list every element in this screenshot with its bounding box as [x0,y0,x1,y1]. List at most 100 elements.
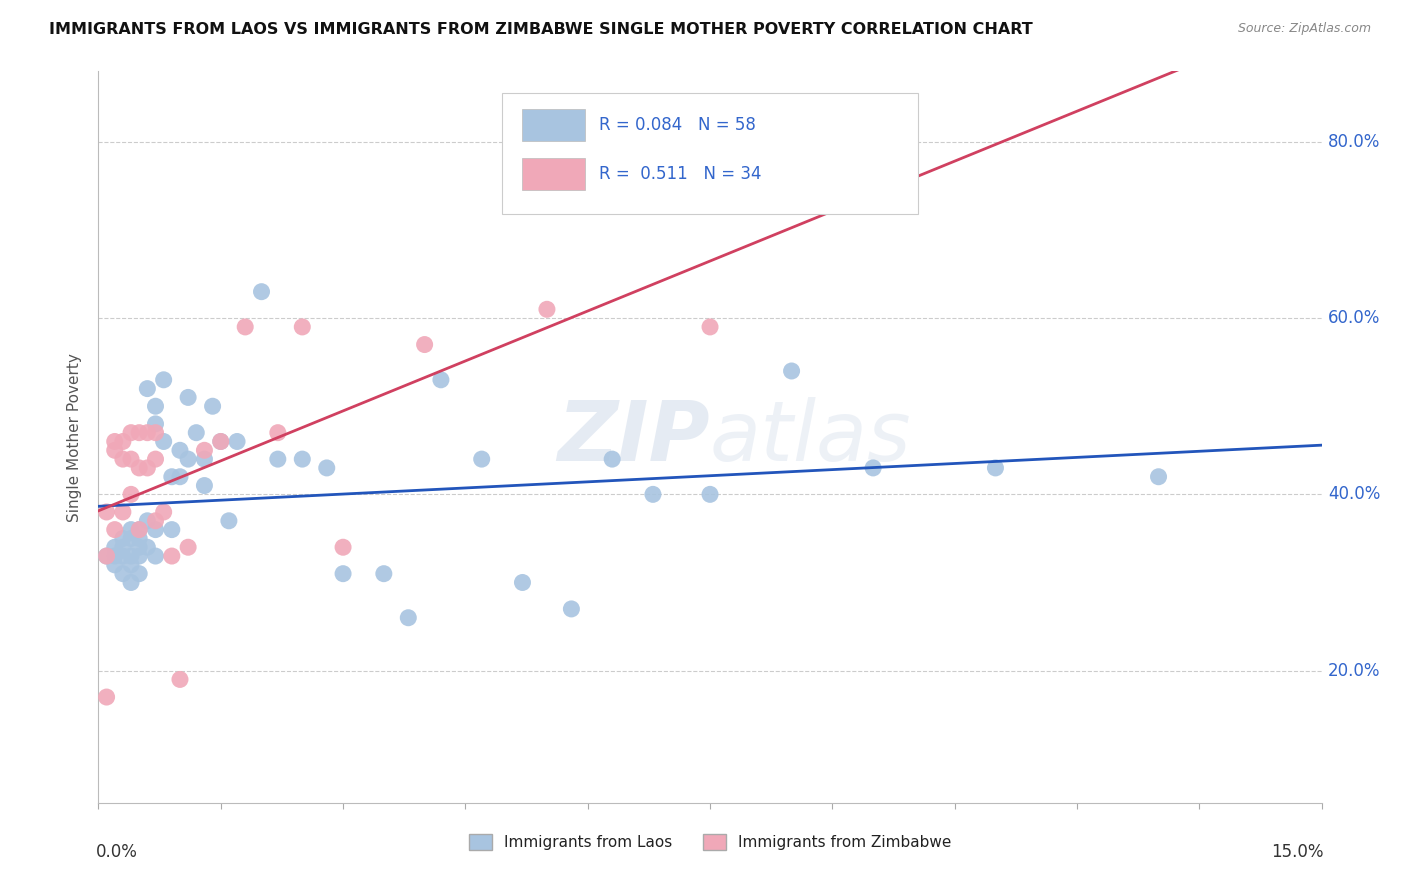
Point [169,673,191,687]
Text: 80.0%: 80.0% [1327,133,1381,151]
Point [145,452,167,467]
Point [226,434,249,449]
Point [201,399,224,413]
Point [169,469,191,483]
Point [160,469,183,483]
Point [111,434,134,449]
Point [145,417,167,431]
Point [120,452,142,467]
Point [291,320,314,334]
Point [641,487,664,501]
Point [128,540,150,554]
Point [209,434,232,449]
Text: R = 0.084   N = 58: R = 0.084 N = 58 [599,116,755,134]
Point [96,549,118,563]
Point [111,505,134,519]
Point [96,505,118,519]
Point [111,540,134,554]
Point [128,523,150,537]
Point [471,452,494,467]
Text: Source: ZipAtlas.com: Source: ZipAtlas.com [1237,22,1371,36]
Point [177,391,200,405]
Point [120,532,142,546]
Text: IMMIGRANTS FROM LAOS VS IMMIGRANTS FROM ZIMBABWE SINGLE MOTHER POVERTY CORRELATI: IMMIGRANTS FROM LAOS VS IMMIGRANTS FROM … [49,22,1033,37]
FancyBboxPatch shape [502,94,918,214]
Point [145,523,167,537]
FancyBboxPatch shape [522,158,585,190]
Point [186,425,208,440]
Point [96,690,118,704]
Point [111,532,134,546]
Point [152,373,174,387]
Point [250,285,273,299]
Point [145,425,167,440]
Point [128,566,150,581]
Point [120,523,142,537]
Point [862,461,884,475]
Point [111,566,134,581]
Point [128,532,150,546]
Point [233,320,256,334]
Point [104,540,127,554]
Point [128,461,150,475]
Point [780,364,803,378]
Point [96,549,118,563]
Point [332,566,354,581]
Point [145,514,167,528]
Point [177,452,200,467]
Text: 15.0%: 15.0% [1271,843,1324,861]
Point [413,337,436,351]
Point [177,540,200,554]
FancyBboxPatch shape [522,109,585,141]
Text: R =  0.511   N = 34: R = 0.511 N = 34 [599,165,761,183]
Point [267,452,290,467]
Point [862,153,884,167]
Point [209,434,232,449]
Point [512,575,534,590]
Point [104,523,127,537]
Point [193,443,215,458]
Text: 20.0%: 20.0% [1327,662,1381,680]
Point [315,461,337,475]
Point [136,382,159,396]
Text: 40.0%: 40.0% [1327,485,1381,503]
Point [136,425,159,440]
Y-axis label: Single Mother Poverty: Single Mother Poverty [67,352,83,522]
Point [145,399,167,413]
Point [160,549,183,563]
Point [111,549,134,563]
Point [104,558,127,572]
Point [145,549,167,563]
Point [104,549,127,563]
Point [152,434,174,449]
Point [699,320,721,334]
Point [128,425,150,440]
Point [104,434,127,449]
Text: 0.0%: 0.0% [96,843,138,861]
Point [430,373,453,387]
Point [111,452,134,467]
Point [120,549,142,563]
Legend: Immigrants from Laos, Immigrants from Zimbabwe: Immigrants from Laos, Immigrants from Zi… [468,834,952,850]
Point [332,540,354,554]
Point [560,602,582,616]
Text: atlas: atlas [710,397,911,477]
Point [984,461,1007,475]
Text: 60.0%: 60.0% [1327,310,1381,327]
Text: ZIP: ZIP [557,397,710,477]
Point [136,514,159,528]
Point [128,523,150,537]
Point [536,302,558,317]
Point [193,452,215,467]
Point [120,575,142,590]
Point [600,452,623,467]
Point [267,425,290,440]
Point [128,549,150,563]
Point [136,461,159,475]
Point [120,558,142,572]
Point [699,487,721,501]
Point [160,523,183,537]
Point [136,540,159,554]
Point [396,611,419,625]
Point [291,452,314,467]
